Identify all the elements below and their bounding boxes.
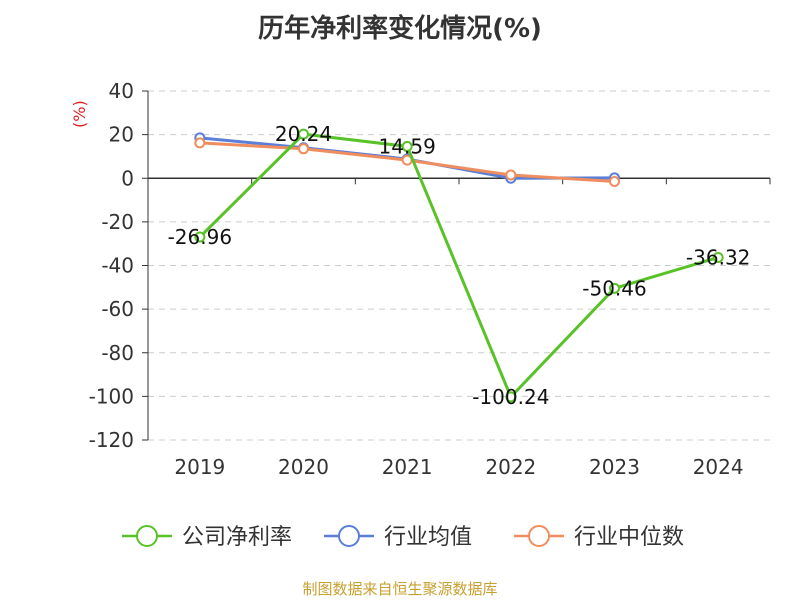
x-tick-label: 2020 [278,455,329,479]
legend-marker-icon [528,525,550,547]
series-line-0 [198,132,719,399]
data-label: 20.24 [275,122,332,146]
y-tick-label: -100 [89,384,134,408]
data-label: -100.24 [472,385,549,409]
data-source-note: 制图数据来自恒生聚源数据库 [302,580,498,598]
y-tick-label: -60 [101,297,134,321]
legend-marker-icon [136,525,158,547]
data-point [712,251,724,263]
x-tick-label: 2022 [485,455,536,479]
legend-label: 行业中位数 [574,525,684,550]
data-label: -36.32 [686,245,750,269]
data-point [401,140,413,152]
data-label: 14.59 [379,134,436,158]
data-point [194,231,206,243]
y-tick-label: 20 [109,123,134,147]
chart-title: 历年净利率变化情况(%) [258,14,542,44]
y-tick-label: 0 [121,166,134,190]
data-point [505,169,517,181]
data-point [194,137,206,149]
x-tick-label: 2023 [589,455,640,479]
data-point [298,128,309,140]
data-point [609,282,620,294]
data-point [298,143,309,155]
data-label: -50.46 [582,276,646,300]
y-tick-label: -120 [89,428,134,452]
y-tick-label: -40 [101,254,134,278]
y-tick-label: 40 [109,79,134,103]
x-tick-label: 2019 [174,455,225,479]
x-tick-label: 2024 [693,455,744,479]
legend-label: 公司净利率 [182,525,292,550]
y-tick-label: -80 [101,341,134,365]
y-tick-label: -20 [101,210,134,234]
legend-label: 行业均值 [384,525,472,550]
legend-marker-icon [338,525,360,547]
data-point [609,176,620,188]
data-label: -26.96 [168,225,232,249]
data-point [505,391,517,403]
x-tick-label: 2021 [382,455,433,479]
